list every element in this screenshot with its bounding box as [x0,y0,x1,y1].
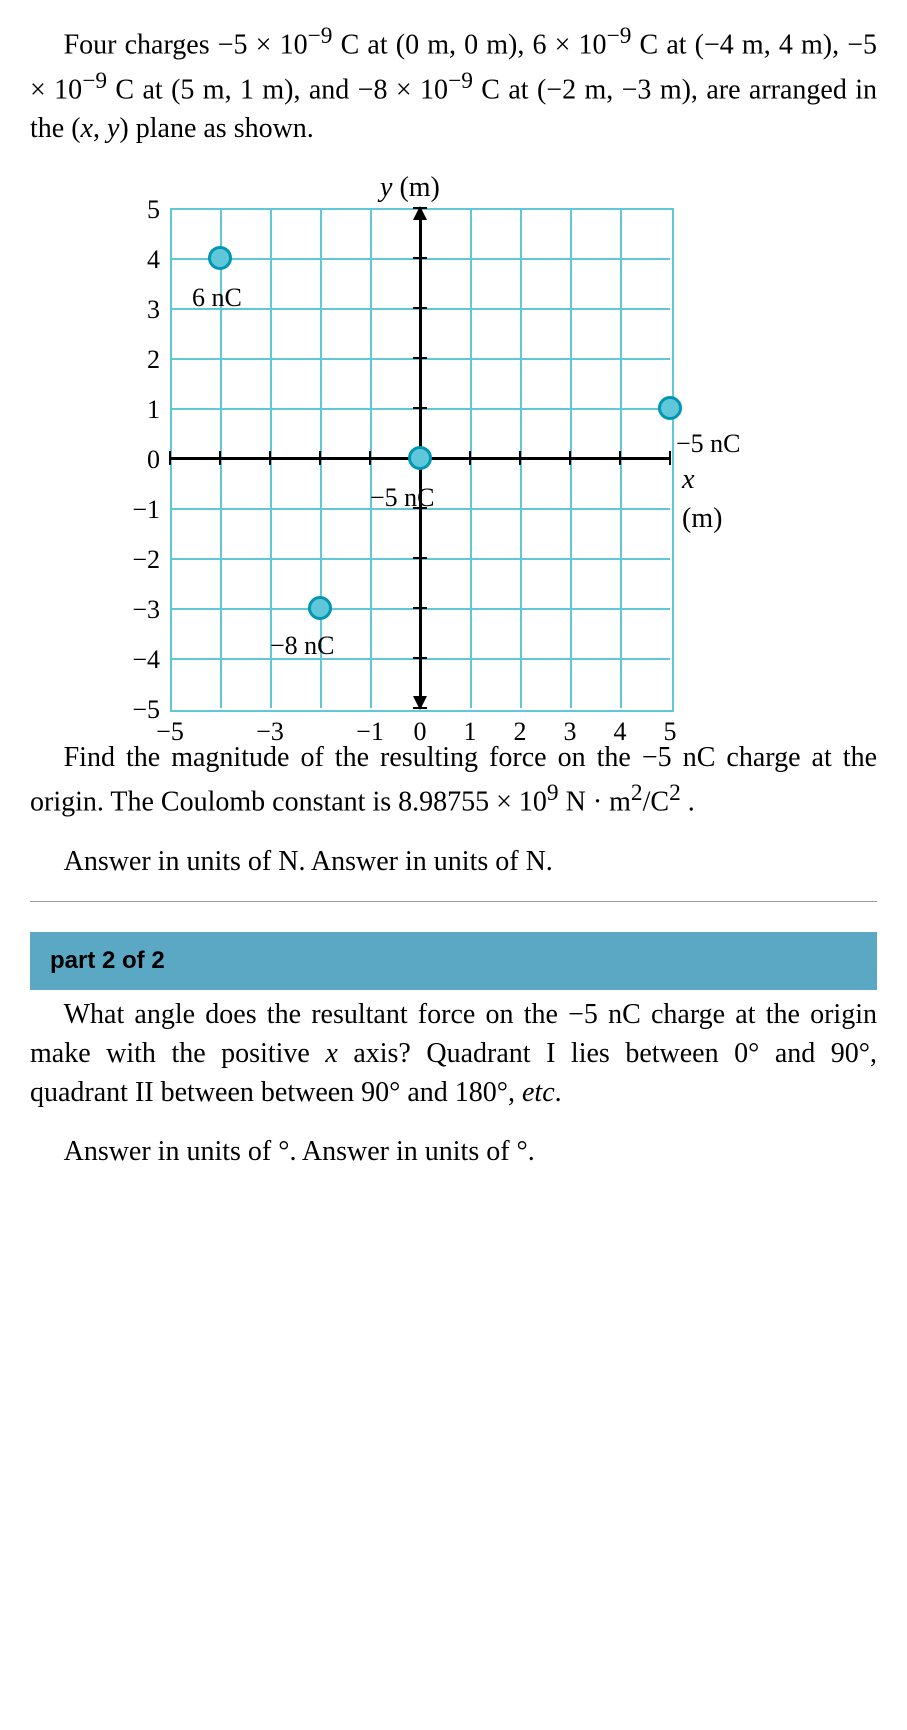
charge-label: −8 nC [270,628,335,664]
y-tick-label: −3 [115,592,160,628]
charge-point [658,396,682,420]
x-tick-label: 4 [595,714,645,750]
charge-label: −5 nC [370,480,435,516]
charge-label: −5 nC [676,426,741,462]
y-tick-label: −4 [115,642,160,678]
question1-answer-line: Answer in units of N. Answer in units of… [30,842,877,881]
y-axis-label: y (m) [380,168,440,207]
part2-answer-line: Answer in units of °. Answer in units of… [30,1132,877,1171]
chart: y (m) 543210−1−2−3−4−5−5−3−1012345x(m)−5… [50,168,750,728]
charge-point [308,596,332,620]
part2-header: part 2 of 2 [30,932,877,990]
y-tick-label: −2 [115,542,160,578]
x-tick-label: −1 [345,714,395,750]
y-tick-label: 5 [115,192,160,228]
y-tick-label: 3 [115,292,160,328]
x-tick-label: −3 [245,714,295,750]
y-tick-label: 0 [115,442,160,478]
x-tick-label: −5 [145,714,195,750]
y-tick-label: 1 [115,392,160,428]
part2-text: What angle does the resultant force on t… [30,995,877,1113]
y-tick-label: 4 [115,242,160,278]
charge-point [408,446,432,470]
x-axis-unit: x(m) [682,460,722,538]
x-tick-label: 3 [545,714,595,750]
y-tick-label: −1 [115,492,160,528]
question1-text: Find the magnitude of the resulting forc… [30,738,877,822]
x-tick-label: 2 [495,714,545,750]
charge-point [208,246,232,270]
divider [30,901,877,902]
problem-intro: Four charges −5 × 10−9 C at (0 m, 0 m), … [30,20,877,148]
x-tick-label: 0 [395,714,445,750]
y-tick-label: 2 [115,342,160,378]
x-tick-label: 1 [445,714,495,750]
charge-label: 6 nC [192,280,242,316]
x-tick-label: 5 [645,714,695,750]
